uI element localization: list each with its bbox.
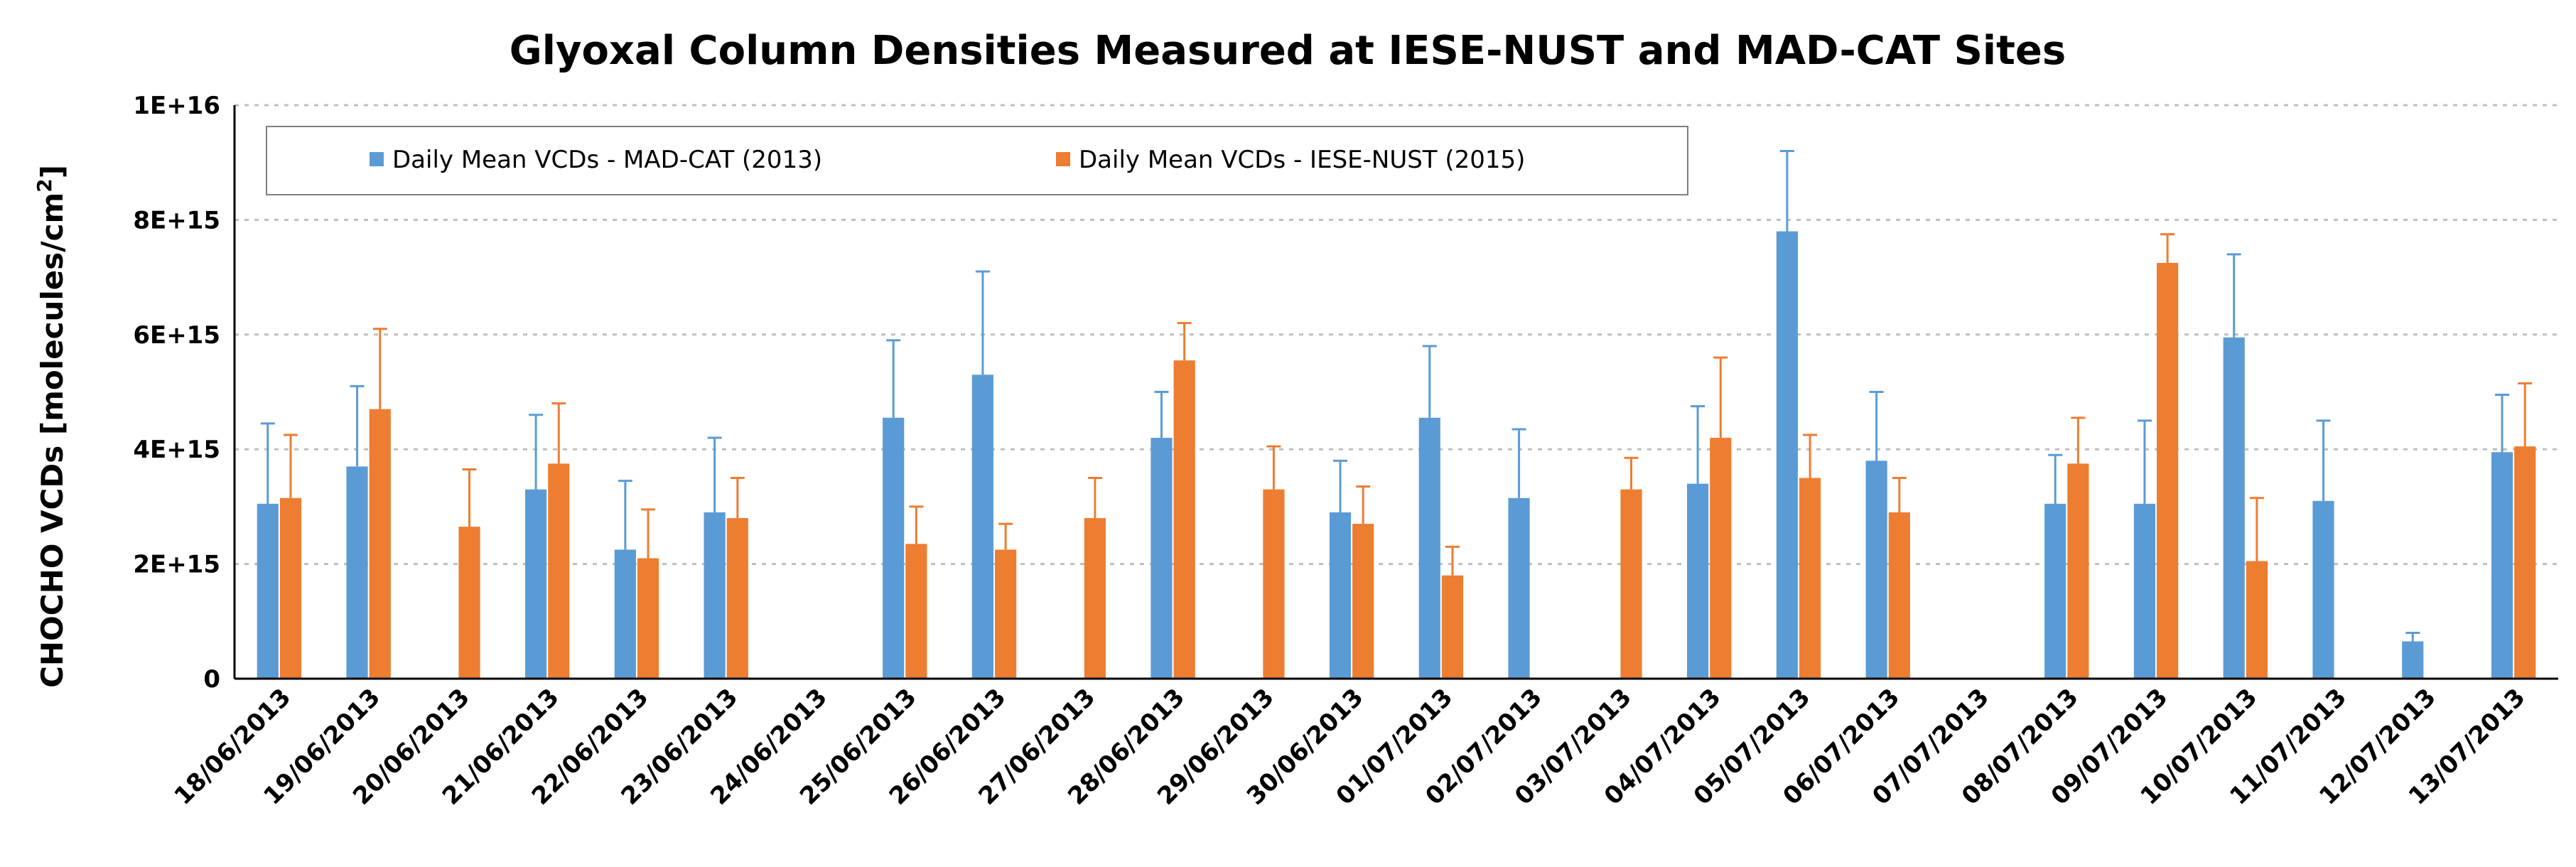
- bar-mad-cat: [1418, 417, 1440, 679]
- bar-iese-nust: [1173, 360, 1195, 679]
- bar-iese-nust: [1352, 524, 1374, 679]
- bar-mad-cat: [614, 549, 636, 679]
- bar-mad-cat: [1865, 461, 1887, 679]
- bars: [257, 150, 2536, 679]
- y-axis-label-main: CHOCHO VCDs [molecules/cm: [35, 193, 70, 688]
- bar-mad-cat: [1776, 231, 1798, 679]
- y-tick-label: 4E+15: [133, 436, 220, 464]
- y-tick-label: 2E+15: [133, 551, 220, 579]
- bar-iese-nust: [995, 549, 1017, 679]
- legend-box: [266, 126, 1688, 195]
- legend: Daily Mean VCDs - MAD-CAT (2013) Daily M…: [266, 126, 1688, 195]
- bar-mad-cat: [525, 489, 547, 679]
- bar-iese-nust: [1263, 489, 1285, 679]
- bar-iese-nust: [1620, 489, 1642, 679]
- bar-iese-nust: [2157, 262, 2179, 679]
- bar-mad-cat: [346, 466, 368, 679]
- y-axis-label: CHOCHO VCDs [molecules/cm2]: [33, 165, 70, 688]
- bar-mad-cat: [1150, 438, 1173, 679]
- bar-iese-nust: [637, 558, 659, 679]
- legend-swatch-mad-cat: [370, 152, 384, 166]
- bar-iese-nust: [726, 518, 748, 679]
- bar-iese-nust: [548, 463, 570, 679]
- bar-mad-cat: [1329, 512, 1352, 679]
- legend-label-iese-nust: Daily Mean VCDs - IESE-NUST (2015): [1079, 146, 1525, 174]
- bar-iese-nust: [2514, 446, 2536, 679]
- bar-mad-cat: [1687, 483, 1709, 679]
- bar-mad-cat: [1508, 497, 1530, 679]
- bar-mad-cat: [2402, 641, 2424, 679]
- bar-iese-nust: [1799, 478, 1821, 679]
- bar-mad-cat: [971, 375, 994, 679]
- bar-iese-nust: [1888, 512, 1910, 679]
- x-tick-labels: 18/06/201319/06/201320/06/201321/06/2013…: [169, 683, 2531, 811]
- bar-mad-cat: [704, 512, 726, 679]
- bar-iese-nust: [2246, 561, 2268, 679]
- y-tick-label: 1E+16: [133, 92, 220, 120]
- chart-title: Glyoxal Column Densities Measured at IES…: [510, 28, 2066, 74]
- bar-iese-nust: [2067, 463, 2089, 679]
- legend-swatch-iese-nust: [1056, 152, 1070, 166]
- bar-mad-cat: [2312, 500, 2334, 679]
- y-tick-label: 0: [203, 665, 220, 694]
- bar-iese-nust: [905, 544, 927, 679]
- axes: [233, 105, 2558, 680]
- bar-mad-cat: [883, 417, 905, 679]
- bar-iese-nust: [1084, 518, 1106, 679]
- bar-mad-cat: [2133, 503, 2156, 679]
- bar-iese-nust: [1441, 575, 1464, 679]
- legend-label-mad-cat: Daily Mean VCDs - MAD-CAT (2013): [392, 146, 822, 174]
- bar-mad-cat: [2044, 503, 2066, 679]
- y-tick-label: 8E+15: [133, 206, 220, 235]
- bar-iese-nust: [458, 527, 480, 679]
- bar-mad-cat: [2223, 337, 2245, 679]
- bar-mad-cat: [2491, 452, 2513, 679]
- bar-mad-cat: [257, 503, 279, 679]
- y-axis-label-sup: 2: [33, 178, 56, 192]
- bar-iese-nust: [279, 497, 302, 679]
- y-tick-label: 6E+15: [133, 321, 220, 350]
- bar-iese-nust: [369, 409, 391, 679]
- y-tick-labels: 0 2E+15 4E+15 6E+15 8E+15 1E+16: [133, 92, 220, 694]
- bar-iese-nust: [1710, 438, 1732, 679]
- y-axis-label-end: ]: [35, 165, 70, 178]
